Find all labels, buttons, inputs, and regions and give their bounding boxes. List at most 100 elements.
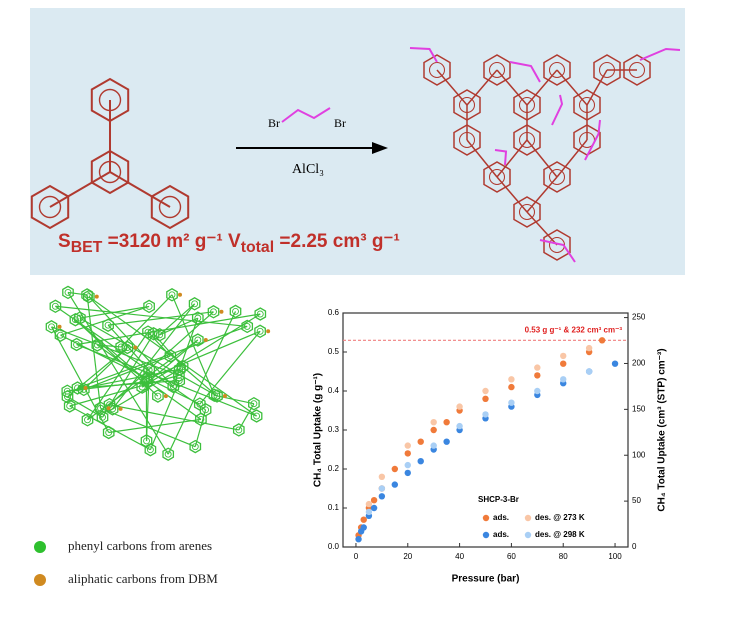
aliphatic-atom	[106, 406, 111, 411]
atom-legend-label: phenyl carbons from arenes	[68, 538, 212, 553]
reagent-label: Br	[334, 116, 346, 130]
benzene-ring	[153, 328, 166, 342]
network-bond	[153, 333, 184, 367]
ring-inner	[628, 61, 646, 79]
data-point	[417, 458, 424, 465]
aliphatic-atom	[118, 406, 123, 411]
benzene-ring	[147, 327, 160, 341]
data-point	[443, 419, 450, 426]
benzene-ring	[115, 340, 128, 354]
network-bond	[75, 319, 148, 382]
network-bond	[194, 409, 207, 447]
benzene-ring	[513, 196, 541, 228]
y-tick-label: 0.5	[328, 347, 340, 356]
benzene-ring	[45, 320, 58, 334]
benzene-ring	[150, 184, 190, 230]
aliphatic-atom	[177, 292, 182, 297]
dbm-linker	[539, 239, 576, 263]
data-point	[534, 364, 541, 371]
benzene-ring	[483, 161, 511, 193]
benzene-ring	[82, 289, 95, 304]
ring-inner	[84, 416, 91, 424]
y2-tick-label: 100	[632, 450, 646, 459]
network-bond	[109, 311, 214, 406]
ring-inner	[428, 61, 446, 79]
data-point	[560, 352, 567, 360]
benzene-ring	[30, 184, 70, 230]
benzene-ring	[144, 442, 157, 457]
molecules	[30, 47, 681, 263]
ring-inner	[138, 383, 146, 391]
benzene-ring	[453, 124, 481, 156]
legend-marker	[482, 514, 490, 522]
benzene-ring	[543, 229, 571, 261]
benzene-ring	[140, 434, 153, 448]
data-point	[365, 508, 373, 516]
benzene-ring	[103, 397, 116, 412]
benzene-ring	[164, 349, 177, 363]
atom-legend-label: aliphatic carbons from DBM	[68, 571, 218, 586]
benzene-ring	[91, 338, 104, 352]
x-tick-label: 80	[559, 552, 568, 561]
legend-title: SHCP-3-Br	[478, 495, 519, 504]
ring-inner	[74, 384, 81, 392]
data-point	[560, 376, 567, 383]
benzene-ring	[81, 288, 93, 302]
ring-inner	[64, 288, 72, 296]
benzene-ring	[81, 413, 94, 427]
benzene-ring	[173, 368, 185, 383]
network-bond	[146, 330, 261, 380]
ring-inner	[243, 322, 251, 330]
network-bond	[108, 311, 214, 326]
network-bond	[79, 317, 218, 397]
ring-inner	[48, 323, 55, 331]
dbm-linker	[409, 47, 438, 63]
ring-inner	[197, 415, 205, 423]
ring-inner	[256, 310, 264, 318]
y-tick-label: 0.1	[328, 503, 340, 512]
data-point	[417, 438, 424, 445]
ring-inner	[64, 393, 71, 401]
ring-inner	[202, 406, 210, 414]
network-bond	[182, 366, 218, 397]
benzene-ring	[54, 328, 67, 342]
y2-tick-label: 250	[632, 313, 646, 322]
data-point	[391, 465, 399, 473]
benzene-ring	[195, 412, 207, 427]
benzene-ring	[102, 425, 115, 440]
bond	[49, 171, 111, 208]
benzene-ring	[94, 401, 107, 415]
ring-inner	[250, 400, 258, 408]
ring-inner	[458, 96, 476, 114]
network-bond	[67, 347, 128, 398]
ring-inner	[105, 429, 113, 436]
benzene-ring	[623, 54, 651, 86]
ring-inner	[143, 437, 150, 445]
aliphatic-atom	[57, 324, 62, 329]
ring-inner	[175, 371, 183, 379]
dbm-linker	[639, 47, 681, 61]
benzene-ring	[250, 409, 263, 423]
ring-inner	[210, 391, 218, 399]
benzene-ring	[90, 149, 130, 195]
data-point	[560, 360, 567, 367]
ring-inner	[232, 307, 239, 315]
data-point	[360, 516, 367, 523]
ring-inner	[154, 392, 162, 400]
benzene-ring	[74, 311, 86, 325]
benzene-ring	[191, 333, 204, 347]
data-point	[430, 442, 437, 449]
legend-label: des. @ 298 K	[535, 530, 585, 539]
data-point	[534, 372, 541, 379]
data-point	[534, 387, 541, 395]
data-point	[443, 438, 450, 445]
network-bond	[171, 294, 215, 396]
data-point	[456, 403, 463, 410]
network-bond	[214, 394, 255, 405]
ring-inner	[71, 316, 79, 324]
ring-inner	[458, 131, 476, 149]
benzene-ring	[254, 324, 266, 339]
benzene-ring	[453, 89, 481, 121]
legend-marker	[524, 514, 532, 522]
aliphatic-atom	[133, 345, 138, 350]
